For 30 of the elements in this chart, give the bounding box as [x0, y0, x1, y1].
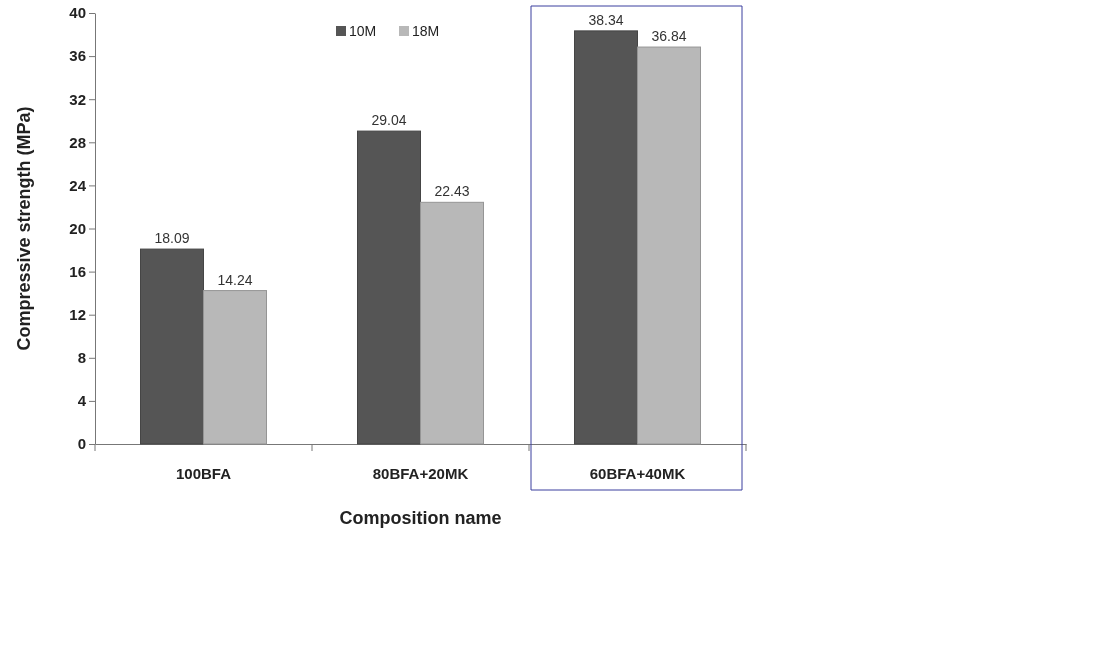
- data-label: 14.24: [217, 271, 253, 288]
- y-tick-label: 40: [69, 4, 86, 22]
- bar: [574, 30, 638, 445]
- y-tick-label: 28: [69, 133, 86, 151]
- x-tick-label: 60BFA+40MK: [589, 464, 686, 482]
- y-tick-label: 24: [69, 176, 87, 194]
- legend-label: 18M: [412, 23, 440, 39]
- y-tick-label: 32: [69, 90, 86, 108]
- y-tick-label: 20: [69, 219, 86, 237]
- x-tick-label: 80BFA+20MK: [372, 464, 469, 482]
- bar: [420, 201, 484, 445]
- y-axis-title: Compressive strength (MPa): [14, 106, 34, 351]
- y-tick-label: 8: [77, 349, 86, 367]
- legend-label: 10M: [349, 23, 377, 39]
- y-tick-label: 12: [69, 306, 86, 323]
- data-label: 38.34: [588, 11, 624, 28]
- data-label: 18.09: [154, 230, 190, 247]
- y-tick-label: 0: [77, 435, 86, 453]
- bar: [140, 248, 204, 445]
- bar: [203, 290, 267, 445]
- y-tick-label: 16: [69, 262, 86, 280]
- data-label: 29.04: [371, 112, 407, 129]
- x-tick-label: 100BFA: [175, 464, 232, 482]
- x-axis-title: Composition name: [339, 508, 502, 528]
- data-label: 22.43: [434, 183, 470, 200]
- bar: [637, 46, 701, 445]
- y-tick-label: 4: [77, 392, 87, 410]
- data-label: 36.84: [651, 28, 687, 45]
- y-tick-label: 36: [69, 47, 86, 65]
- bar: [357, 130, 421, 445]
